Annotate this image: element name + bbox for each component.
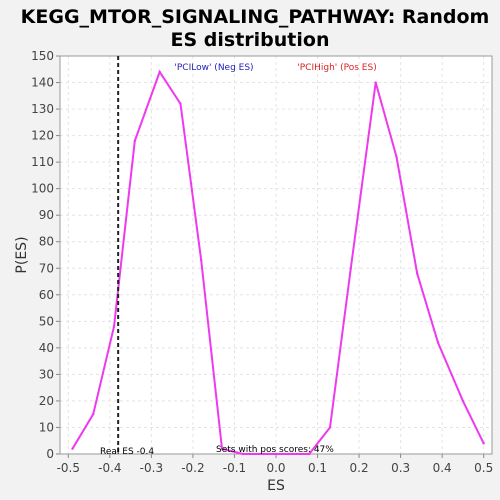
data-point — [200, 259, 203, 262]
x-tick-label: 0.3 — [391, 461, 410, 475]
y-tick-label: 130 — [31, 102, 54, 116]
y-tick-label: 0 — [46, 447, 54, 461]
data-point — [436, 341, 440, 344]
y-tick-label: 50 — [39, 314, 54, 328]
axes: 0 10 20 30 40 50 60 70 80 90 100 110 120 130 140 150 -0.… — [31, 49, 493, 475]
x-axis-label: ES — [267, 478, 285, 494]
data-point — [461, 399, 465, 403]
data-point — [112, 325, 116, 328]
y-tick-label: 30 — [39, 367, 54, 381]
y-tick-label: 10 — [39, 420, 54, 434]
data-point — [395, 155, 398, 159]
y-tick-label: 40 — [39, 341, 54, 355]
x-tick-label: -0.5 — [57, 461, 80, 475]
neg-es-label: 'PCILow' (Neg ES) — [174, 63, 253, 73]
y-tick-label: 120 — [31, 129, 54, 143]
data-point — [482, 442, 485, 445]
data-point — [349, 267, 352, 270]
x-tick-label: 0.1 — [308, 461, 327, 475]
data-point — [262, 452, 265, 456]
x-tick-label: 0.5 — [474, 461, 493, 475]
data-point — [328, 426, 332, 429]
y-tick-label: 60 — [39, 288, 54, 302]
grid — [60, 55, 492, 455]
y-tick-label: 150 — [31, 49, 54, 63]
x-tick-label: -0.4 — [98, 461, 121, 475]
data-point — [416, 272, 419, 275]
y-tick-label: 140 — [31, 76, 54, 90]
y-tick-label: 20 — [39, 394, 54, 408]
data-point — [308, 452, 311, 456]
x-tick-label: 0.2 — [350, 461, 369, 475]
pos-scores-label: Sets with pos scores: 47% — [216, 445, 334, 455]
data-point — [220, 447, 224, 450]
data-point — [158, 70, 161, 74]
y-tick-label: 100 — [31, 182, 54, 196]
es-series-line — [71, 69, 485, 455]
chart-title-line1: KEGG_MTOR_SIGNALING_PATHWAY: Random — [21, 6, 490, 28]
x-tick-label: 0.0 — [266, 461, 285, 475]
data-point — [92, 413, 95, 416]
y-tick-label: 70 — [39, 261, 54, 275]
data-point — [71, 447, 74, 450]
x-tick-label: -0.2 — [181, 461, 204, 475]
y-axis-label: P(ES) — [14, 236, 30, 273]
data-point — [374, 81, 377, 84]
y-tick-label: 110 — [31, 155, 54, 169]
data-point — [241, 452, 244, 456]
data-point — [287, 452, 290, 456]
real-es-label: Real ES -0.4 — [100, 447, 154, 457]
y-tick-label: 80 — [39, 235, 54, 249]
data-point — [179, 102, 182, 105]
y-tick-label: 90 — [39, 208, 54, 222]
series-layer — [71, 69, 485, 456]
data-point — [133, 139, 136, 143]
x-tick-label: -0.3 — [140, 461, 163, 475]
x-tick-label: -0.1 — [223, 461, 246, 475]
x-tick-label: 0.4 — [433, 461, 452, 475]
chart-title-line2: ES distribution — [171, 29, 330, 51]
pos-es-label: 'PCIHigh' (Pos ES) — [297, 63, 376, 73]
